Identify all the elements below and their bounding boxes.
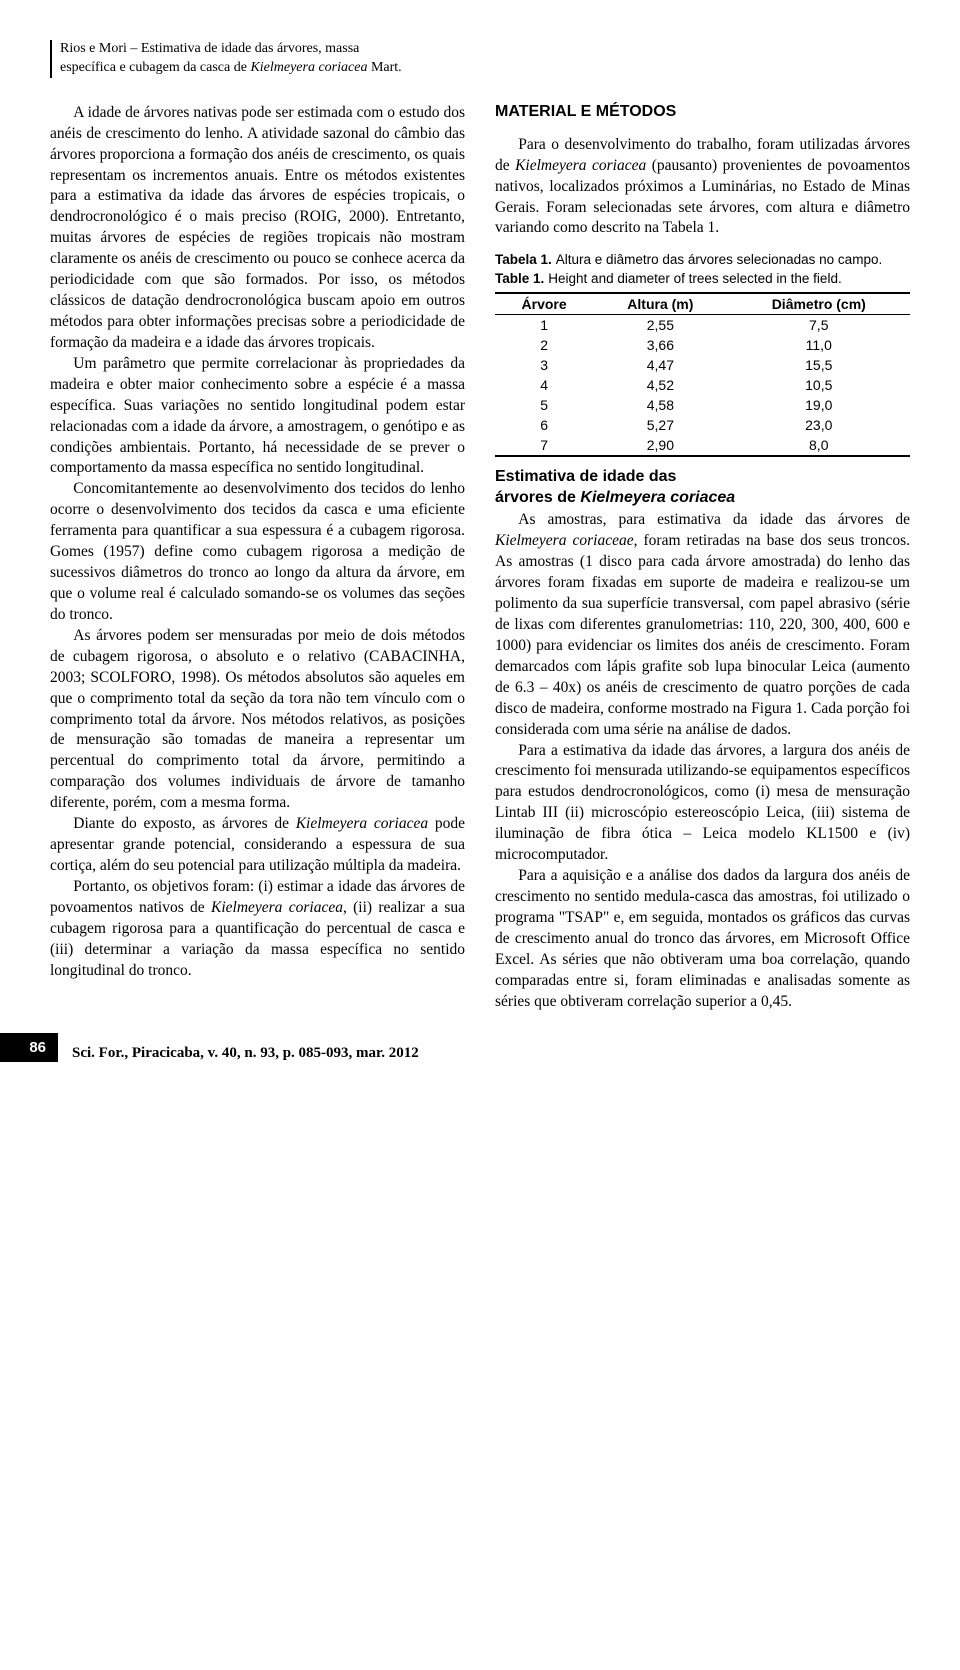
subsection-heading: Estimativa de idade das árvores de Kielm… <box>495 467 910 509</box>
header-line2a: específica e cubagem da casca de <box>60 60 250 75</box>
table-row: 65,2723,0 <box>495 415 910 435</box>
table-body: 12,557,5 23,6611,0 34,4715,5 44,5210,5 5… <box>495 314 910 456</box>
left-column: A idade de árvores nativas pode ser esti… <box>50 103 465 1013</box>
col-diametro: Diâmetro (cm) <box>728 293 910 315</box>
col-altura: Altura (m) <box>593 293 727 315</box>
table-row: 12,557,5 <box>495 314 910 335</box>
table-row: 72,908,0 <box>495 435 910 456</box>
two-column-layout: A idade de árvores nativas pode ser esti… <box>50 103 910 1013</box>
tree-data-table: Árvore Altura (m) Diâmetro (cm) 12,557,5… <box>495 292 910 457</box>
left-p5: Diante do exposto, as árvores de Kielmey… <box>50 814 465 877</box>
header-line1: Rios e Mori – Estimativa de idade das ár… <box>60 41 359 56</box>
table-row: 54,5819,0 <box>495 395 910 415</box>
table-row: 44,5210,5 <box>495 375 910 395</box>
left-p3: Concomitantemente ao desenvolvimento dos… <box>50 479 465 625</box>
table-label: Table 1. <box>495 270 548 288</box>
table-row: 34,4715,5 <box>495 355 910 375</box>
table-row: 23,6611,0 <box>495 335 910 355</box>
left-p6: Portanto, os objetivos foram: (i) estima… <box>50 877 465 982</box>
page-number: 86 <box>0 1033 58 1062</box>
left-p1: A idade de árvores nativas pode ser esti… <box>50 103 465 354</box>
table-desc: Height and diameter of trees selected in… <box>548 270 910 288</box>
right-p1: Para o desenvolvimento do trabalho, fora… <box>495 135 910 240</box>
section-heading: MATERIAL E MÉTODOS <box>495 103 910 121</box>
running-header: Rios e Mori – Estimativa de idade das ár… <box>50 40 910 78</box>
header-line2c: Mart. <box>367 60 401 75</box>
right-p4: Para a aquisição e a análise dos dados d… <box>495 866 910 1012</box>
col-arvore: Árvore <box>495 293 593 315</box>
page-footer: 86 Sci. For., Piracicaba, v. 40, n. 93, … <box>50 1033 910 1062</box>
right-p2: As amostras, para estimativa da idade da… <box>495 510 910 740</box>
tabela-desc: Altura e diâmetro das árvores selecionad… <box>556 251 910 269</box>
left-p2: Um parâmetro que permite correlacionar à… <box>50 354 465 480</box>
tabela-label: Tabela 1. <box>495 251 556 269</box>
journal-citation: Sci. For., Piracicaba, v. 40, n. 93, p. … <box>72 1045 419 1062</box>
table-header-row: Árvore Altura (m) Diâmetro (cm) <box>495 293 910 315</box>
table-caption: Tabela 1. Altura e diâmetro das árvores … <box>495 251 910 287</box>
right-p3: Para a estimativa da idade das árvores, … <box>495 741 910 867</box>
right-column: MATERIAL E MÉTODOS Para o desenvolviment… <box>495 103 910 1013</box>
left-p4: As árvores podem ser mensuradas por meio… <box>50 626 465 814</box>
header-line2b: Kielmeyera coriacea <box>250 60 367 75</box>
